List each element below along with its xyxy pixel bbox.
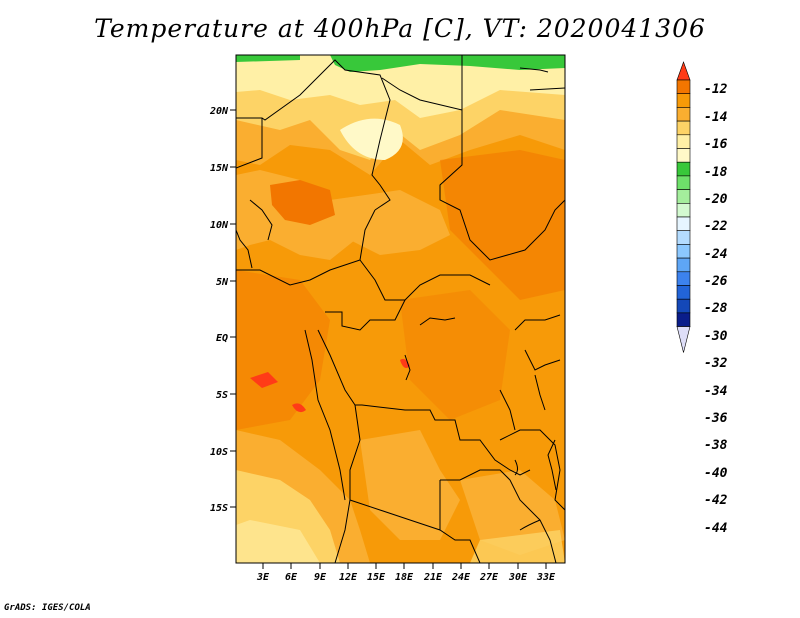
lat-label-5s: 5S (216, 390, 228, 401)
legend-color-box (676, 230, 691, 245)
lon-label-18e: 18E (395, 572, 414, 583)
map-title: Temperature at 400hPa [C], VT: 202004130… (94, 14, 706, 43)
legend-labels: -12 -14 -16 -18 -20 -22 -24 -26 -28 -30 … (704, 82, 728, 536)
legend-color-box (676, 312, 691, 327)
lon-label-30e: 30E (508, 572, 528, 583)
lon-label-24e: 24E (451, 572, 471, 583)
legend-bottom-triangle (676, 326, 691, 353)
lat-label-15s: 15S (210, 503, 228, 514)
lon-label-12e: 12E (339, 572, 358, 583)
legend-top-triangle (676, 61, 691, 81)
lat-label-10s: 10S (210, 447, 228, 458)
grads-credit: GrADS: IGES/COLA (4, 603, 91, 613)
legend-color-box (676, 120, 691, 136)
legend-color-box (676, 79, 691, 94)
legend-color-box (676, 161, 691, 177)
lon-label-3e: 3E (256, 572, 270, 583)
legend-label-minus34: -34 (704, 384, 728, 399)
legend-label-minus14: -14 (704, 110, 728, 125)
legend-color-box (676, 189, 691, 204)
legend-color-box (676, 285, 691, 300)
legend-color-box (676, 244, 691, 259)
longitude-labels: 3E 6E 9E 12E 15E 18E 21E 24E 27E 30E 33E (256, 572, 556, 583)
legend-label-minus28: -28 (704, 301, 728, 316)
lat-label-20n: 20N (209, 106, 229, 117)
legend-label-minus32: -32 (704, 356, 728, 371)
legend-color-box (676, 175, 691, 190)
country-borders (236, 55, 565, 563)
legend-label-minus38: -38 (704, 438, 728, 453)
lat-label-eq: EQ (216, 333, 228, 344)
legend-label-minus36: -36 (704, 411, 728, 426)
latitude-labels: 20N 15N 10N 5N EQ 5S 10S 15S (209, 106, 229, 514)
legend-color-boxes (676, 61, 691, 353)
lon-label-15e: 15E (367, 572, 386, 583)
legend-color-box (676, 216, 691, 231)
legend-label-minus24: -24 (704, 247, 728, 262)
legend-label-minus26: -26 (704, 274, 728, 289)
legend-color-box (676, 257, 691, 273)
lon-label-27e: 27E (479, 572, 499, 583)
legend-color-box (676, 203, 691, 218)
longitude-ticks (262, 563, 547, 569)
legend-label-minus18: -18 (704, 165, 728, 180)
lat-label-5n: 5N (216, 277, 229, 288)
legend-label-minus44: -44 (704, 521, 728, 536)
legend-color-box (676, 148, 691, 163)
lon-label-9e: 9E (314, 572, 327, 583)
lat-label-15n: 15N (210, 163, 229, 174)
lon-label-33e: 33E (536, 572, 556, 583)
lat-label-10n: 10N (210, 220, 229, 231)
legend-label-minus16: -16 (704, 137, 728, 152)
legend-label-minus22: -22 (704, 219, 728, 234)
legend-label-minus42: -42 (704, 493, 728, 508)
legend-color-box (676, 93, 691, 108)
lon-label-21e: 21E (423, 572, 443, 583)
legend-color-box (676, 134, 691, 149)
legend-label-minus12: -12 (704, 82, 728, 97)
legend-color-box (676, 107, 691, 122)
map-frame (235, 54, 566, 564)
lon-label-6e: 6E (285, 572, 298, 583)
legend-label-minus40: -40 (704, 466, 728, 481)
legend-label-minus20: -20 (704, 192, 728, 207)
legend-color-box (676, 271, 691, 286)
color-legend: -12 -14 -16 -18 -20 -22 -24 -26 -28 -30 … (676, 61, 728, 536)
legend-color-box (676, 298, 691, 314)
legend-label-minus30: -30 (704, 329, 728, 344)
latitude-ticks (230, 109, 236, 508)
